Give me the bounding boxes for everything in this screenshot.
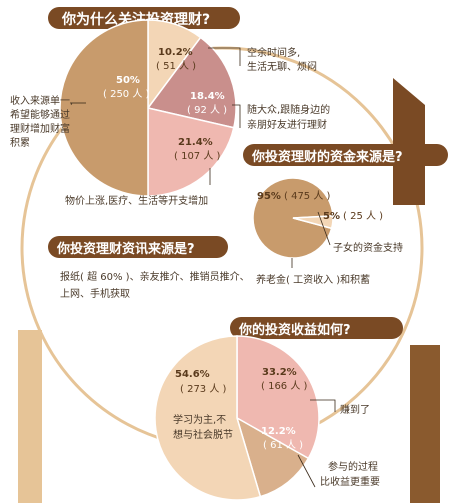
c3-s1-label: 参与的过程 比收益更重要 [320, 460, 381, 488]
c1-s3-pct: 50% [116, 75, 140, 86]
c1-s3-label-l2: 希望能够通过 [10, 108, 70, 121]
c1-s1-count: ( 92 人 ) [187, 104, 227, 116]
c2-s1-count: ( 25 人 ) [343, 210, 383, 222]
c3-s2-pct: 54.6% [175, 369, 210, 380]
c1-slice-1 [146, 36, 237, 129]
c2-s0-pct: 95% [257, 191, 281, 202]
c1-s0-pct: 10.2% [158, 47, 193, 58]
c3-s2-label: 学习为主,不 想与社会脱节 [173, 413, 233, 441]
c3-leader-1 [297, 454, 316, 488]
c1-s1-label-l1: 随大众,跟随身边的 [247, 103, 330, 116]
info-source: 你投资理财资讯来源是? 报纸( 超 60% )、亲友推介、推销员推介、 上网、手… [48, 236, 253, 300]
c3-s2-label-l2: 想与社会脱节 [173, 428, 233, 441]
info-source-l1: 报纸( 超 60% )、亲友推介、推销员推介、 [60, 270, 250, 283]
c3-slice-2 [154, 335, 262, 501]
c1-s2-count: ( 107 人 ) [174, 150, 221, 162]
c1-slice-3 [59, 19, 149, 197]
c1-s0-label-l2: 生活无聊、烦闷 [247, 60, 317, 73]
info-source-body: 报纸( 超 60% )、亲友推介、推销员推介、 上网、手机获取 [60, 270, 253, 300]
c1-s3-label: 收入来源单一, 希望能够通过 理财增加财富 积累 [10, 94, 76, 149]
c1-leader-1 [232, 104, 241, 128]
header-info-source [48, 236, 228, 258]
c3-leader-0 [310, 399, 336, 412]
c2-s0-label: 养老金( 工资收入 )和积蓄 [256, 273, 370, 286]
header-why-invest [48, 7, 240, 29]
title-info-source: 你投资理财资讯来源是? [56, 241, 195, 257]
c1-s0-count: ( 51 人 ) [156, 60, 196, 72]
header-return [230, 317, 403, 339]
c3-slice-0 [236, 335, 320, 460]
info-source-l2: 上网、手机获取 [60, 287, 130, 300]
c2-s1-pct: 5% [323, 211, 340, 222]
chart-return: 你的投资收益如何? 33.2% ( 166 人 ) 12.2% ( 61 人 )… [154, 317, 403, 501]
c1-s1-pct: 18.4% [190, 91, 225, 102]
c3-s1-count: ( 61 人 ) [263, 439, 303, 451]
pie-return [154, 335, 320, 501]
title-fund-source: 你投资理财的资金来源是? [251, 149, 403, 165]
c3-s0-count: ( 166 人 ) [261, 380, 308, 392]
c1-s3-label-l4: 积累 [10, 137, 30, 149]
right-stripe-top [393, 78, 425, 205]
c2-s0-count: ( 475 人 ) [284, 190, 331, 202]
c1-s0-label: 空余时间多, 生活无聊、烦闷 [247, 46, 317, 73]
pie-why-invest [59, 19, 237, 197]
c1-s0-label-l1: 空余时间多, [247, 46, 300, 59]
title-return: 你的投资收益如何? [238, 322, 351, 338]
c3-s1-label-l1: 参与的过程 [328, 460, 378, 473]
right-stripe-bottom [410, 345, 440, 503]
c3-s2-count: ( 273 人 ) [180, 383, 227, 395]
c1-s1-label-l2: 亲朋好友进行理财 [247, 118, 327, 131]
c1-s2-pct: 21.4% [178, 137, 213, 148]
c3-s0-label: 赚到了 [340, 403, 370, 416]
c1-s3-count: ( 250 人 ) [103, 88, 150, 100]
c3-s1-label-l2: 比收益更重要 [320, 475, 380, 488]
c1-s2-label: 物价上涨,医疗、生活等开支增加 [65, 194, 208, 207]
c1-s3-label-l1: 收入来源单一, [10, 94, 73, 107]
header-fund-source [243, 144, 448, 166]
c1-s3-label-l3: 理财增加财富 [10, 122, 70, 135]
chart-fund-source: 你投资理财的资金来源是? 95% ( 475 人 ) 5% ( 25 人 ) 子… [243, 144, 448, 286]
c3-s1-pct: 12.2% [261, 426, 296, 437]
c2-leader-1 [317, 211, 331, 246]
c1-leader-0 [208, 47, 241, 66]
c1-s1-label: 随大众,跟随身边的 亲朋好友进行理财 [247, 103, 333, 131]
c3-s0-pct: 33.2% [262, 367, 297, 378]
chart-why-invest: 你为什么关注投资理财? 10.2% ( 51 人 ) 18.4% ( 92 人 … [10, 7, 333, 207]
pie-fund-source [252, 177, 334, 259]
c2-s1-label: 子女的资金支持 [333, 241, 403, 254]
c3-s2-label-l1: 学习为主,不 [173, 413, 226, 426]
c1-slice-2 [147, 107, 235, 197]
left-stripe [18, 330, 42, 503]
